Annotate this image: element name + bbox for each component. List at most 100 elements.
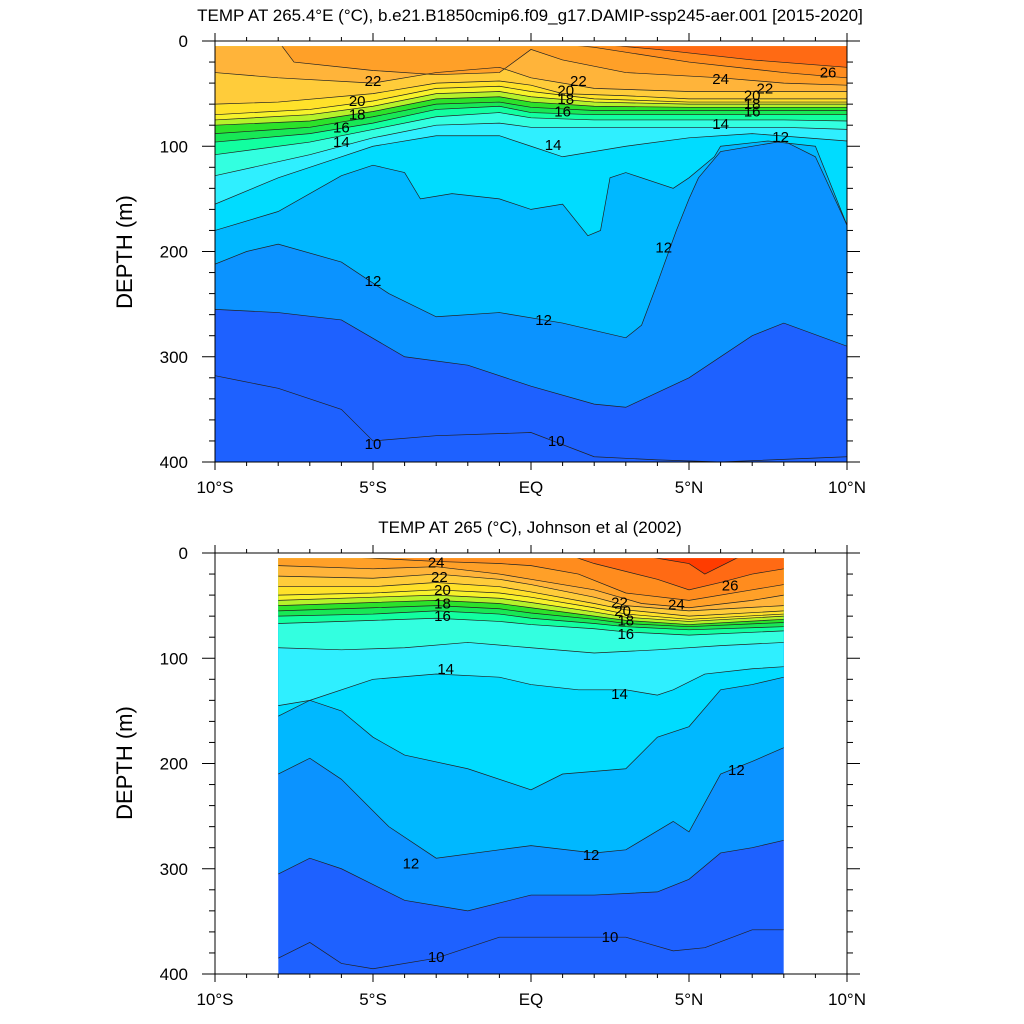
contour-label: 20 [557,82,574,99]
x-tick-label: 5°S [359,990,387,1009]
contour-label: 20 [349,93,366,110]
isotherm-24 [278,565,784,609]
y-tick-label: 200 [160,243,188,262]
y-tick-label: 0 [179,32,188,51]
band-26 [578,558,784,590]
contour-label: 12 [655,239,672,256]
contour-label: 12 [772,129,789,146]
contour-label: 10 [428,949,445,966]
contour-label: 12 [403,855,420,872]
isotherm-10 [215,375,847,462]
isotherm-23 [278,573,784,612]
y-tick-label: 400 [160,965,188,984]
isotherm-17 [215,105,847,143]
contour-label: 24 [668,597,685,614]
y-tick-label: 100 [160,137,188,156]
isotherm-26 [617,46,847,68]
contour-label: 26 [820,65,837,82]
contour-label: 14 [611,686,628,703]
x-tick-label: EQ [519,478,544,497]
contour-label: 20 [614,603,631,620]
contour-label: 12 [583,847,600,864]
y-tick-label: 100 [160,649,188,668]
isotherm-10 [278,929,784,970]
isotherm-12 [278,747,784,859]
y-tick-label: 300 [160,860,188,879]
band-27 [657,558,737,575]
contour-label: 16 [617,626,634,643]
contour-label: 12 [728,762,745,779]
contour-label: 16 [434,608,451,625]
contour-label: 12 [535,312,552,329]
contour-label: 24 [712,71,729,88]
isotherm-19 [278,600,784,625]
contour-label: 22 [756,80,773,97]
contour-label: 10 [548,433,565,450]
isotherm-26 [577,558,784,591]
contour-label: 10 [602,929,619,946]
isotherm-13 [278,676,784,791]
contour-label: 22 [570,73,587,90]
contour-label: 16 [744,104,761,121]
isotherm-14 [278,666,784,706]
contour-label: 12 [365,273,382,290]
contour-label: 14 [712,116,729,133]
isotherm-16 [278,617,784,636]
isotherm-21 [278,589,784,620]
isotherm-13 [215,140,847,237]
contour-fills [278,558,784,974]
contour-label: 22 [365,73,382,90]
contour-label: 22 [611,594,628,611]
panel-title: TEMP AT 265.4°E (°C), b.e21.B1850cmip6.f… [197,6,863,25]
contour-label: 18 [434,596,451,613]
x-tick-label: 5°N [675,478,704,497]
contour-label: 18 [557,91,574,108]
isotherm-21 [215,85,847,116]
isotherm-18 [215,101,847,134]
contour-label: 14 [545,137,562,154]
contour-label: 22 [431,569,448,586]
x-tick-label: 10°N [828,478,866,497]
contour-label: 20 [434,582,451,599]
isotherm-18 [278,605,784,628]
contour-label: 24 [428,554,445,571]
contour-lines [215,46,847,462]
isotherm-25 [580,46,847,79]
contour-label: 16 [554,104,571,121]
isotherm-24 [281,46,847,86]
y-tick-label: 200 [160,755,188,774]
x-tick-label: 10°S [196,990,233,1009]
contour-label: 18 [617,612,634,629]
isotherm-11 [278,839,784,912]
isotherm-15 [278,642,784,654]
x-tick-label: 10°N [828,990,866,1009]
y-axis-label: DEPTH (m) [112,706,137,820]
y-tick-label: 300 [160,348,188,367]
contour-label: 16 [333,119,350,136]
isotherm-19 [215,96,847,126]
contour-label: 10 [365,436,382,453]
contour-label: 20 [744,88,761,105]
isotherm-15 [215,122,847,177]
contour-label: 14 [437,661,454,678]
y-axis-label: DEPTH (m) [112,195,137,309]
isotherm-12 [215,140,847,339]
isotherm-23 [215,66,847,92]
x-tick-label: 5°N [675,990,704,1009]
contour-label: 18 [744,96,761,113]
isotherm-22 [215,80,847,105]
isotherm-20 [278,594,784,622]
panel-title: TEMP AT 265 (°C), Johnson et al (2002) [378,518,682,537]
contour-label: 14 [333,134,350,151]
isotherm-27 [655,558,738,575]
panel-observation: TEMP AT 265 (°C), Johnson et al (2002) D… [112,518,866,1009]
contour-label: 18 [349,107,366,124]
isotherm-14 [215,133,847,205]
isotherm-20 [215,91,847,121]
x-tick-label: EQ [519,990,544,1009]
panel-model: TEMP AT 265.4°E (°C), b.e21.B1850cmip6.f… [112,6,866,497]
